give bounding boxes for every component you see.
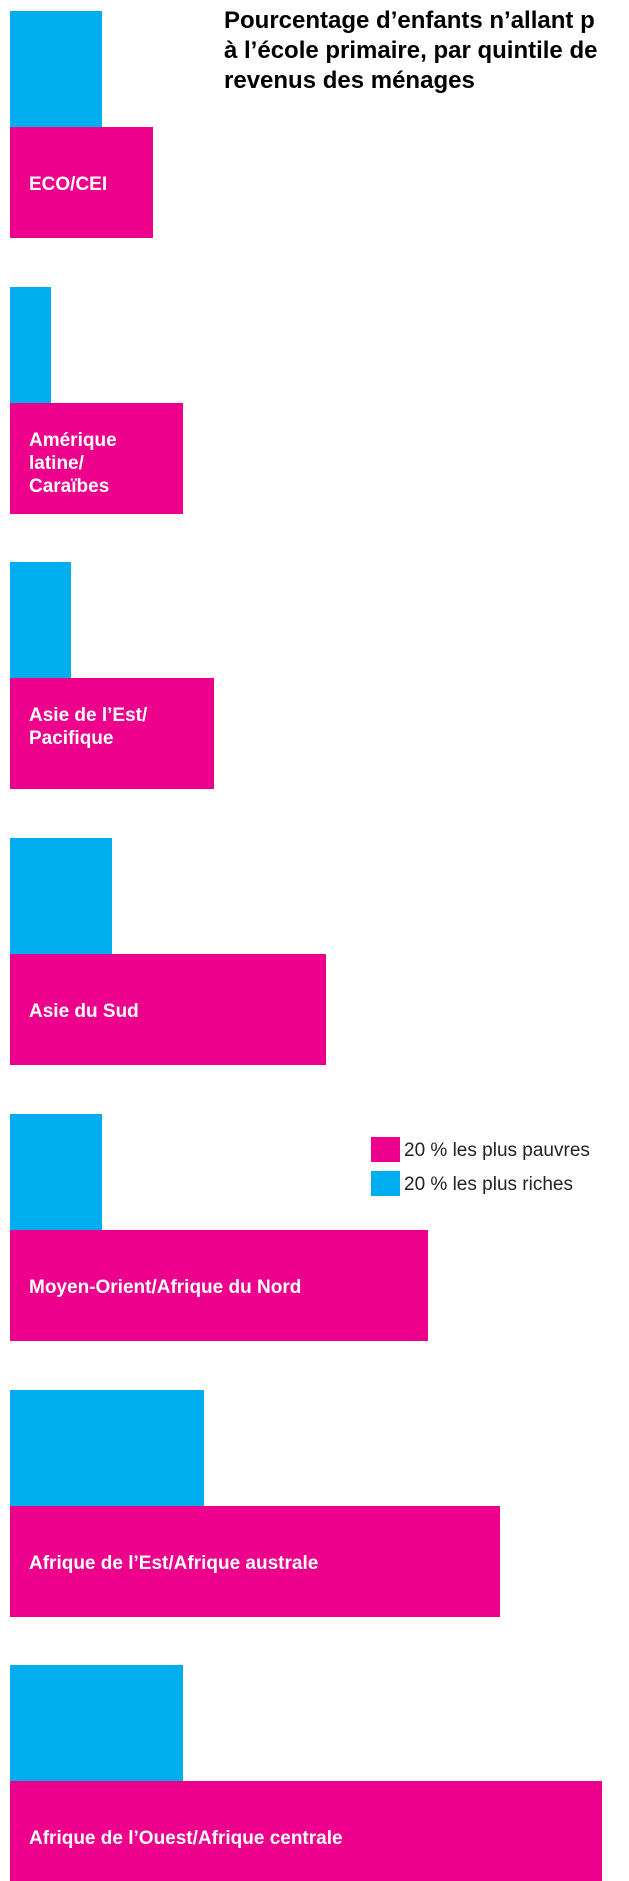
legend-swatch-0 — [371, 1137, 400, 1162]
bar-poorest-5 — [10, 1505, 500, 1617]
bar-poorest-3 — [10, 954, 327, 1066]
chart-title: Pourcentage d’enfants n’allant p à l’éco… — [224, 7, 598, 94]
bar-poorest-6 — [10, 1781, 602, 1881]
legend-item-0: 20 % les plus pauvres — [371, 1128, 629, 1162]
legend-label-0: 20 % les plus pauvres — [404, 1140, 590, 1161]
bar-poorest-2 — [10, 678, 214, 790]
category-label-5: Afrique de l’Est/Afrique australe — [29, 1552, 319, 1574]
category-label-4: Moyen-Orient/Afrique du Nord — [29, 1276, 302, 1298]
legend-item-1: 20 % les plus riches — [371, 1162, 629, 1196]
bar-richest-3 — [10, 838, 112, 955]
category-label-3: Asie du Sud — [29, 1001, 139, 1023]
bar-richest-1 — [10, 286, 51, 403]
bar-richest-0 — [10, 11, 102, 127]
bar-poorest-4 — [10, 1229, 429, 1341]
bar-richest-2 — [10, 562, 72, 679]
legend-swatch-1 — [371, 1171, 400, 1196]
bar-poorest-0 — [10, 127, 153, 238]
legend-label-1: 20 % les plus riches — [404, 1174, 573, 1195]
bar-richest-4 — [10, 1113, 102, 1230]
category-label-1: Amérique latine/ Caraïbes — [29, 429, 117, 497]
category-label-6: Afrique de l’Ouest/Afrique centrale — [29, 1828, 343, 1850]
legend: 20 % les plus pauvres 20 % les plus riche… — [371, 1128, 629, 1196]
bar-poorest-1 — [10, 402, 184, 514]
bar-richest-6 — [10, 1665, 184, 1782]
category-label-2: Asie de l’Est/ Pacifique — [29, 705, 148, 750]
category-label-0: ECO/CEI — [29, 174, 108, 195]
bar-richest-5 — [10, 1389, 204, 1506]
